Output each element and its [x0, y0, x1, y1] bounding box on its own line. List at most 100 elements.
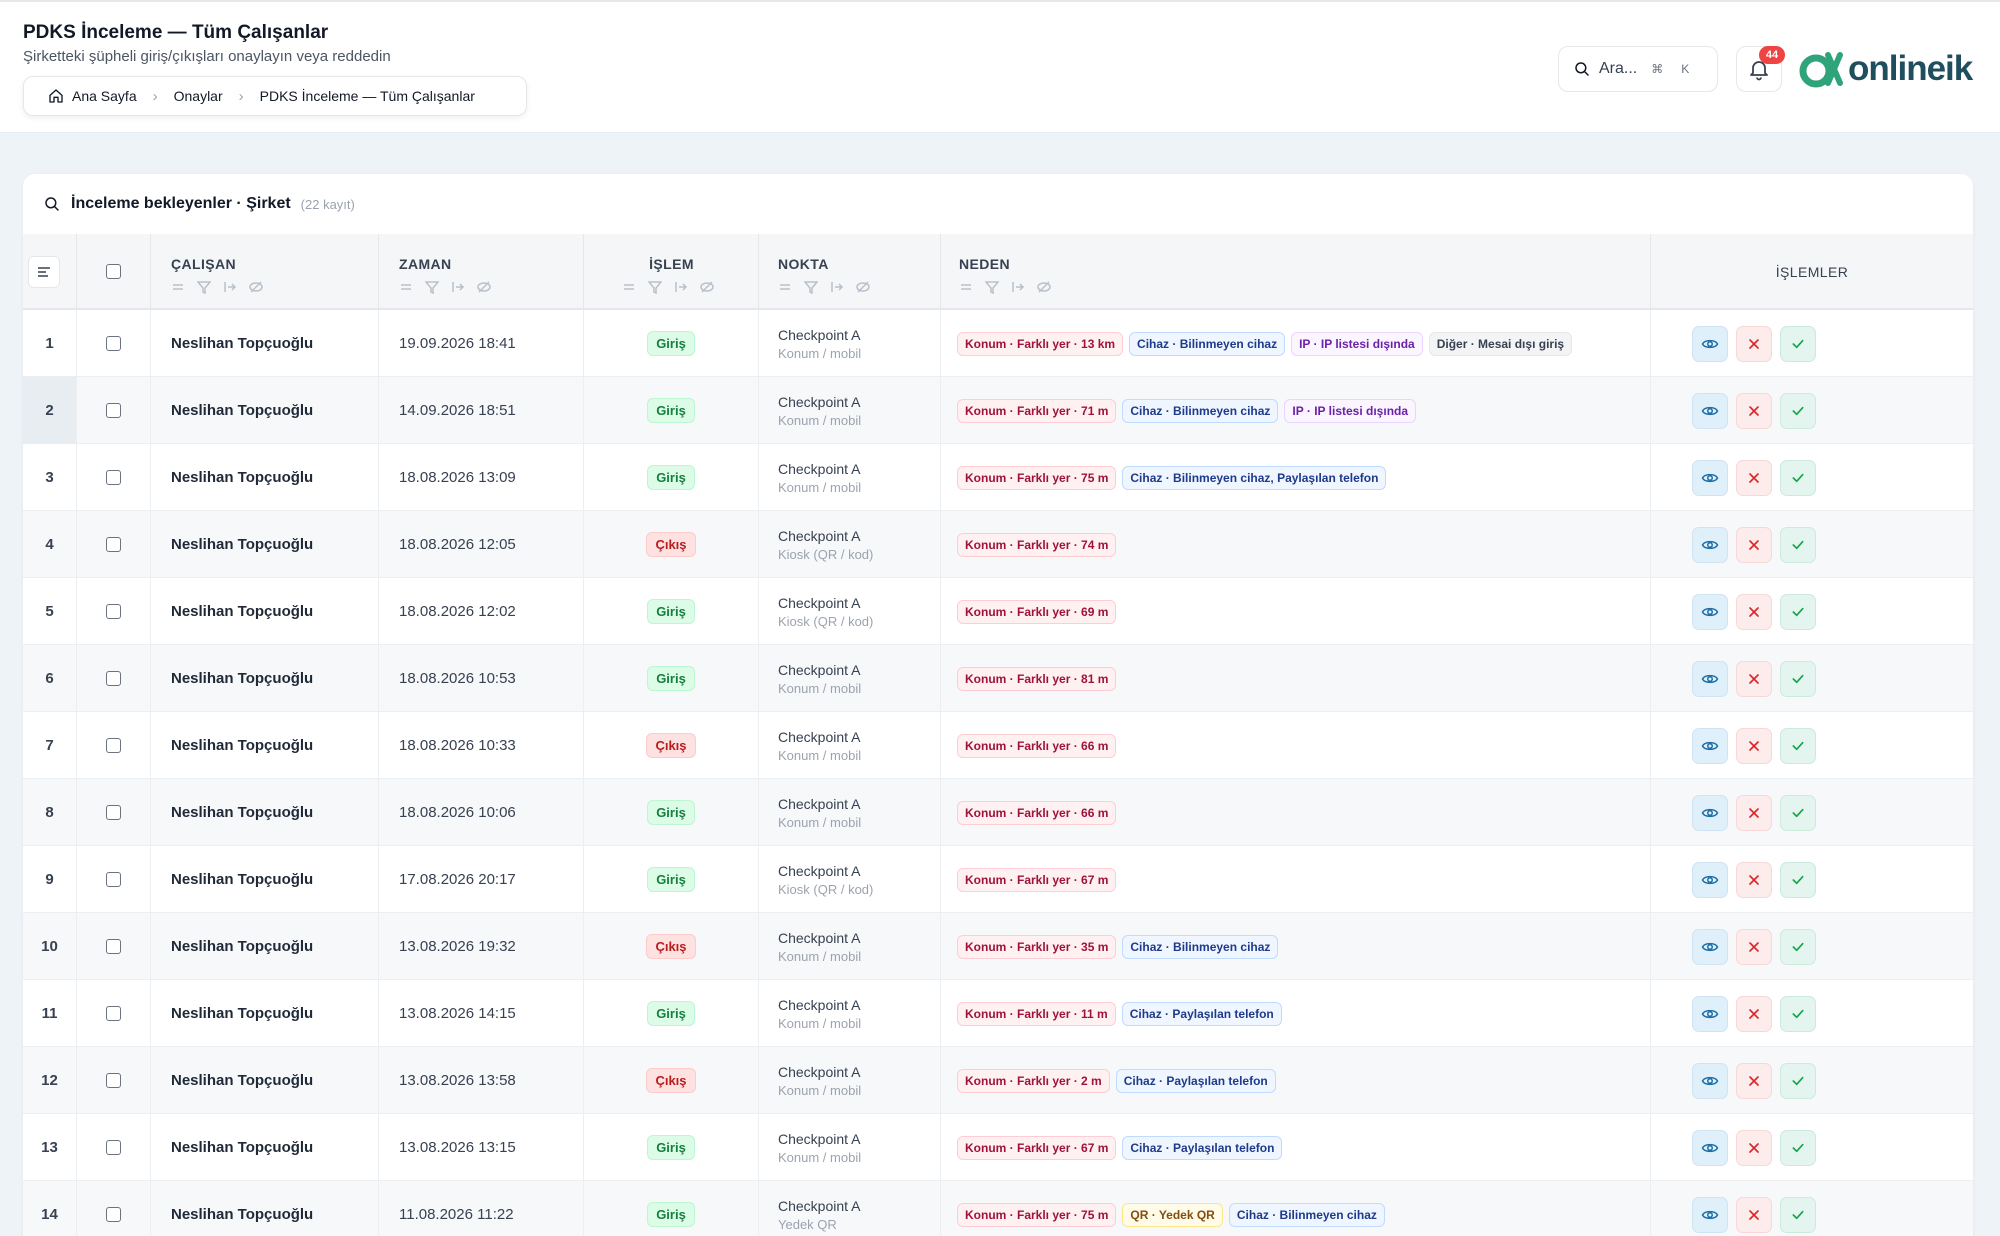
hide-icon[interactable] [249, 280, 263, 294]
approve-button[interactable] [1780, 593, 1816, 630]
view-button[interactable] [1692, 1062, 1728, 1099]
approve-button[interactable] [1780, 794, 1816, 831]
reject-button[interactable] [1736, 325, 1772, 362]
filter-icon[interactable] [425, 280, 439, 294]
reject-button[interactable] [1736, 392, 1772, 429]
reject-button[interactable] [1736, 995, 1772, 1032]
hide-icon[interactable] [477, 280, 491, 294]
approve-button[interactable] [1780, 861, 1816, 898]
sort-icon[interactable] [959, 280, 973, 294]
reject-button[interactable] [1736, 1062, 1772, 1099]
sort-icon[interactable] [778, 280, 792, 294]
global-search[interactable]: Ara... ⌘ K [1558, 46, 1718, 92]
view-button[interactable] [1692, 1129, 1728, 1166]
row-checkbox[interactable] [106, 939, 121, 954]
column-time[interactable]: ZAMAN [379, 234, 584, 310]
row-checkbox[interactable] [106, 336, 121, 351]
reject-button[interactable] [1736, 459, 1772, 496]
view-button[interactable] [1692, 526, 1728, 563]
brand-logo[interactable]: onlineik [1798, 44, 1973, 94]
view-button[interactable] [1692, 325, 1728, 362]
view-button[interactable] [1692, 392, 1728, 429]
table-row[interactable]: 6 Neslihan Topçuoğlu 18.08.2026 10:53 Gi… [23, 645, 1973, 712]
reject-button[interactable] [1736, 928, 1772, 965]
approve-button[interactable] [1780, 1196, 1816, 1233]
approve-button[interactable] [1780, 459, 1816, 496]
approve-button[interactable] [1780, 727, 1816, 764]
pin-icon[interactable] [223, 280, 237, 294]
view-button[interactable] [1692, 794, 1728, 831]
filter-icon[interactable] [985, 280, 999, 294]
row-checkbox[interactable] [106, 872, 121, 887]
row-checkbox[interactable] [106, 1207, 121, 1222]
approve-button[interactable] [1780, 928, 1816, 965]
row-checkbox[interactable] [106, 1006, 121, 1021]
row-checkbox[interactable] [106, 470, 121, 485]
approve-button[interactable] [1780, 392, 1816, 429]
breadcrumb-approvals[interactable]: Onaylar [173, 88, 223, 104]
table-row[interactable]: 11 Neslihan Topçuoğlu 13.08.2026 14:15 G… [23, 980, 1973, 1047]
column-point[interactable]: NOKTA [759, 234, 941, 310]
filter-icon[interactable] [648, 280, 662, 294]
approve-button[interactable] [1780, 1129, 1816, 1166]
view-button[interactable] [1692, 928, 1728, 965]
hide-icon[interactable] [856, 280, 870, 294]
row-checkbox[interactable] [106, 1140, 121, 1155]
column-menu-button[interactable] [28, 256, 60, 288]
table-row[interactable]: 14 Neslihan Topçuoğlu 11.08.2026 11:22 G… [23, 1181, 1973, 1236]
pin-icon[interactable] [830, 280, 844, 294]
hide-icon[interactable] [1037, 280, 1051, 294]
sort-icon[interactable] [171, 280, 185, 294]
row-checkbox[interactable] [106, 604, 121, 619]
reject-button[interactable] [1736, 593, 1772, 630]
view-button[interactable] [1692, 727, 1728, 764]
view-button[interactable] [1692, 1196, 1728, 1233]
table-row[interactable]: 12 Neslihan Topçuoğlu 13.08.2026 13:58 Ç… [23, 1047, 1973, 1114]
table-row[interactable]: 13 Neslihan Topçuoğlu 13.08.2026 13:15 G… [23, 1114, 1973, 1181]
filter-icon[interactable] [804, 280, 818, 294]
view-button[interactable] [1692, 995, 1728, 1032]
view-button[interactable] [1692, 593, 1728, 630]
pin-icon[interactable] [1011, 280, 1025, 294]
reject-button[interactable] [1736, 794, 1772, 831]
pin-icon[interactable] [451, 280, 465, 294]
approve-button[interactable] [1780, 325, 1816, 362]
row-checkbox[interactable] [106, 403, 121, 418]
approve-button[interactable] [1780, 995, 1816, 1032]
view-button[interactable] [1692, 861, 1728, 898]
table-row[interactable]: 9 Neslihan Topçuoğlu 17.08.2026 20:17 Gi… [23, 846, 1973, 913]
approve-button[interactable] [1780, 660, 1816, 697]
table-row[interactable]: 1 Neslihan Topçuoğlu 19.09.2026 18:41 Gi… [23, 310, 1973, 377]
row-checkbox[interactable] [106, 1073, 121, 1088]
approve-button[interactable] [1780, 1062, 1816, 1099]
row-checkbox[interactable] [106, 805, 121, 820]
table-row[interactable]: 8 Neslihan Topçuoğlu 18.08.2026 10:06 Gi… [23, 779, 1973, 846]
reject-button[interactable] [1736, 1196, 1772, 1233]
row-checkbox[interactable] [106, 537, 121, 552]
column-employee[interactable]: ÇALIŞAN [151, 234, 379, 310]
reject-button[interactable] [1736, 526, 1772, 563]
hide-icon[interactable] [700, 280, 714, 294]
table-row[interactable]: 10 Neslihan Topçuoğlu 13.08.2026 19:32 Ç… [23, 913, 1973, 980]
table-row[interactable]: 3 Neslihan Topçuoğlu 18.08.2026 13:09 Gi… [23, 444, 1973, 511]
table-row[interactable]: 4 Neslihan Topçuoğlu 18.08.2026 12:05 Çı… [23, 511, 1973, 578]
sort-icon[interactable] [622, 280, 636, 294]
column-action[interactable]: İŞLEM [584, 234, 759, 310]
pin-icon[interactable] [674, 280, 688, 294]
reject-button[interactable] [1736, 861, 1772, 898]
row-checkbox[interactable] [106, 671, 121, 686]
reject-button[interactable] [1736, 727, 1772, 764]
row-checkbox[interactable] [106, 738, 121, 753]
breadcrumb-home[interactable]: Ana Sayfa [48, 88, 137, 104]
reject-button[interactable] [1736, 1129, 1772, 1166]
table-row[interactable]: 5 Neslihan Topçuoğlu 18.08.2026 12:02 Gi… [23, 578, 1973, 645]
sort-icon[interactable] [399, 280, 413, 294]
reject-button[interactable] [1736, 660, 1772, 697]
table-row[interactable]: 2 Neslihan Topçuoğlu 14.09.2026 18:51 Gi… [23, 377, 1973, 444]
column-reason[interactable]: NEDEN [941, 234, 1651, 310]
view-button[interactable] [1692, 459, 1728, 496]
view-button[interactable] [1692, 660, 1728, 697]
select-all-checkbox[interactable] [106, 264, 121, 279]
filter-icon[interactable] [197, 280, 211, 294]
approve-button[interactable] [1780, 526, 1816, 563]
